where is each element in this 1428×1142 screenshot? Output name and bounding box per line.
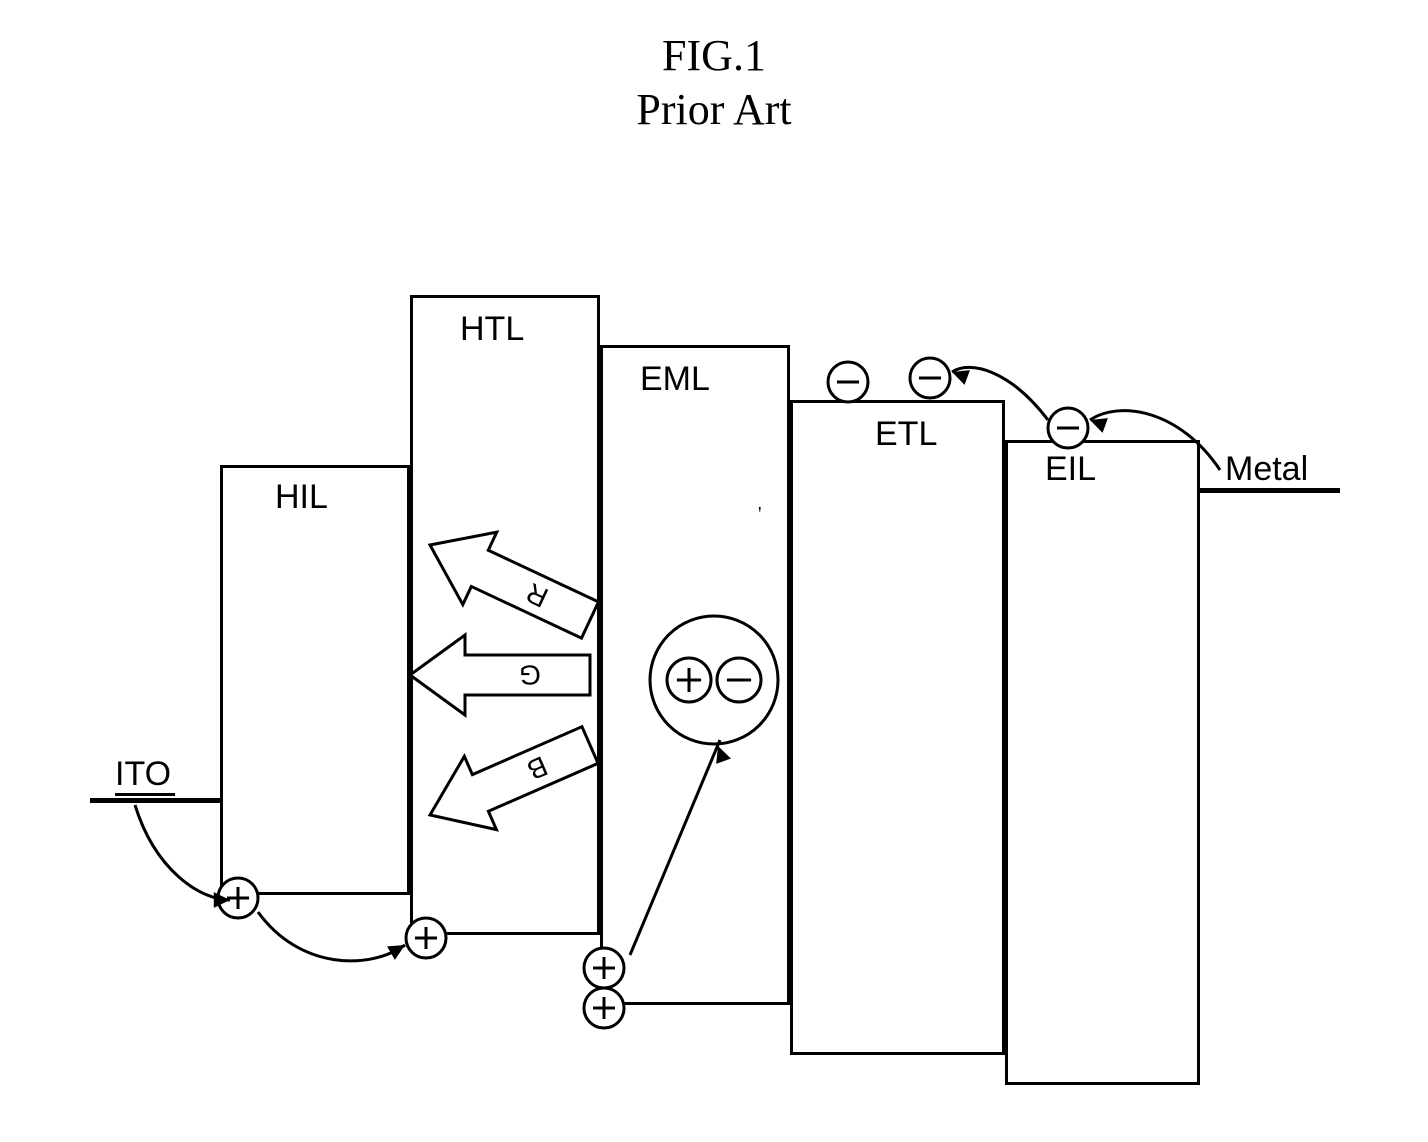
flow-arrow-exciton_ptr: [630, 740, 731, 955]
emission-arrow-g: G: [410, 635, 590, 715]
flow-arrow-elec_to_etl: [952, 367, 1048, 420]
flow-arrow-hole_inject: [135, 805, 230, 908]
hole-icon: [584, 948, 624, 988]
flow-arrow-hole_to_htl: [258, 912, 405, 961]
hole-icon: [584, 988, 624, 1028]
hole-icon: [667, 658, 711, 702]
flow-arrow-elec_from_metal: [1090, 411, 1220, 470]
electron-icon: [1048, 408, 1088, 448]
exciton-icon: [650, 616, 778, 744]
hole-icon: [406, 918, 446, 958]
electron-icon: [717, 658, 761, 702]
svg-text:G: G: [519, 660, 541, 691]
electron-icon: [910, 358, 950, 398]
scan-artifact: ': [758, 503, 762, 525]
electron-icon: [828, 362, 868, 402]
emission-arrow-r: R: [413, 509, 607, 656]
diagram-overlay: RGB ': [0, 0, 1428, 1142]
emission-arrow-b: B: [414, 708, 606, 851]
